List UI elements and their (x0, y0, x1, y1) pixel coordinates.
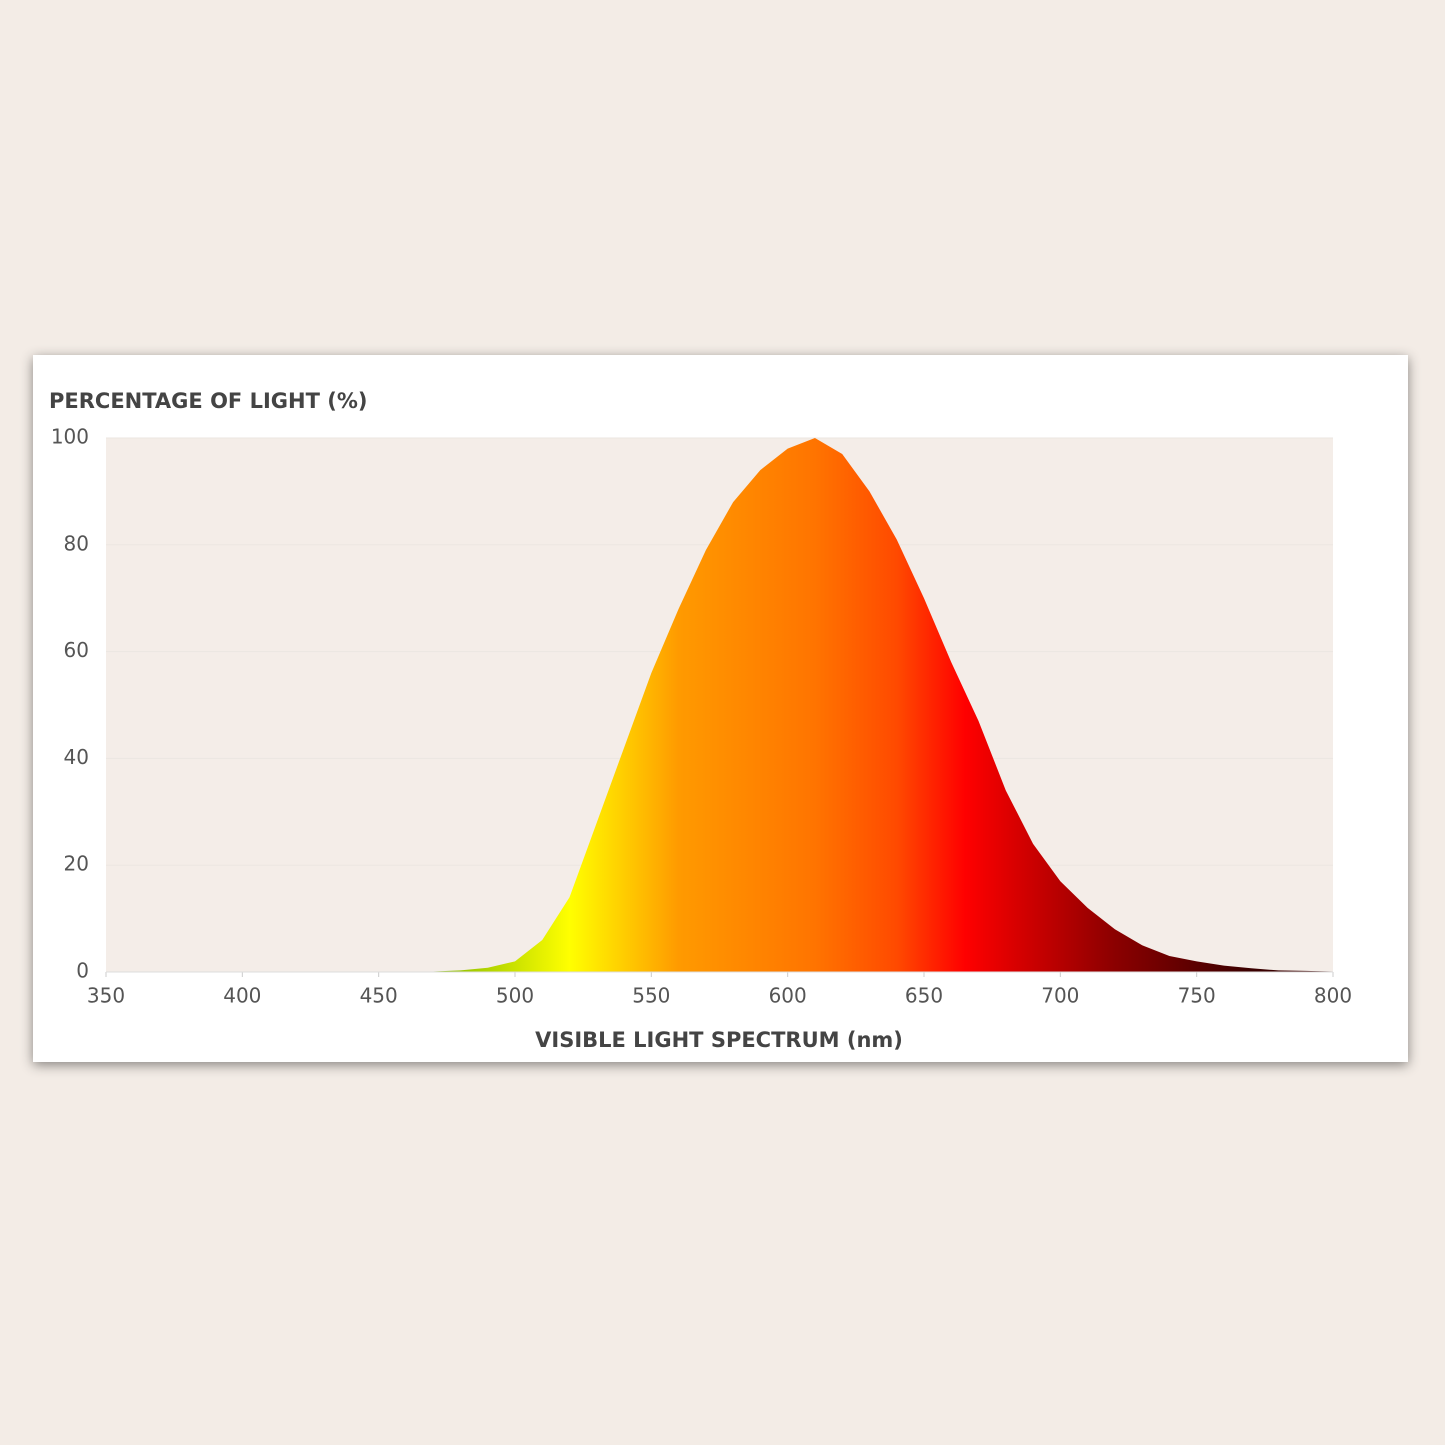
x-tick-label: 400 (223, 984, 261, 1008)
x-tick-label: 700 (1041, 984, 1079, 1008)
x-tick-label: 800 (1314, 984, 1352, 1008)
y-tick-label: 40 (64, 745, 89, 769)
x-axis-title: VISIBLE LIGHT SPECTRUM (nm) (535, 1028, 903, 1052)
x-tick-label: 550 (632, 984, 670, 1008)
y-tick-label: 80 (64, 531, 89, 555)
y-tick-label: 0 (76, 959, 89, 983)
x-tick-label: 750 (1178, 984, 1216, 1008)
x-tick-label: 450 (360, 984, 398, 1008)
x-tick-label: 500 (496, 984, 534, 1008)
y-tick-label: 20 (64, 852, 89, 876)
x-tick-label: 600 (769, 984, 807, 1008)
y-tick-label: 100 (51, 425, 89, 449)
area (106, 438, 1333, 972)
y-axis-title: PERCENTAGE OF LIGHT (%) (49, 389, 367, 413)
y-tick-label: 60 (64, 638, 89, 662)
x-tick-label: 350 (87, 984, 125, 1008)
x-tick-label: 650 (905, 984, 943, 1008)
